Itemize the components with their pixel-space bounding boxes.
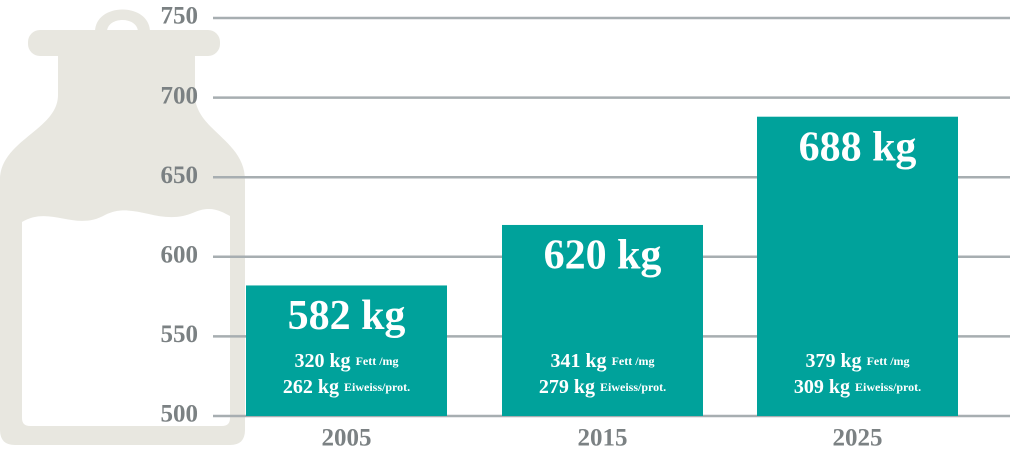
x-tick-label: 2025 <box>833 425 883 452</box>
y-tick-label: 550 <box>161 321 199 348</box>
fat-value: 320 kg <box>294 350 350 372</box>
y-tick-label: 750 <box>161 3 199 30</box>
value-label: 620 kg <box>544 233 662 279</box>
protein-unit: Eiweiss/prot. <box>600 380 666 394</box>
fat-unit: Fett /mg <box>612 354 655 368</box>
protein-value: 262 kg <box>283 376 339 398</box>
chart: 500 550 600 650 700 750 2005 582 kg 320 kg Fett /… <box>0 0 1010 456</box>
y-tick-label: 700 <box>161 82 199 109</box>
y-tick-label: 650 <box>161 162 199 189</box>
fat-unit: Fett /mg <box>356 354 399 368</box>
fat-unit: Fett /mg <box>867 354 910 368</box>
fat-value: 379 kg <box>805 350 861 372</box>
y-tick-label: 600 <box>161 242 199 269</box>
x-tick-label: 2005 <box>322 425 372 452</box>
protein-unit: Eiweiss/prot. <box>855 380 921 394</box>
milk-can-illustration <box>0 10 245 446</box>
fat-value: 341 kg <box>550 350 606 372</box>
protein-value: 309 kg <box>794 376 850 398</box>
value-label: 688 kg <box>799 124 917 170</box>
protein-unit: Eiweiss/prot. <box>344 380 410 394</box>
value-label: 582 kg <box>288 293 406 339</box>
x-tick-label: 2015 <box>578 425 628 452</box>
y-tick-label: 500 <box>161 401 199 428</box>
protein-value: 279 kg <box>539 376 595 398</box>
